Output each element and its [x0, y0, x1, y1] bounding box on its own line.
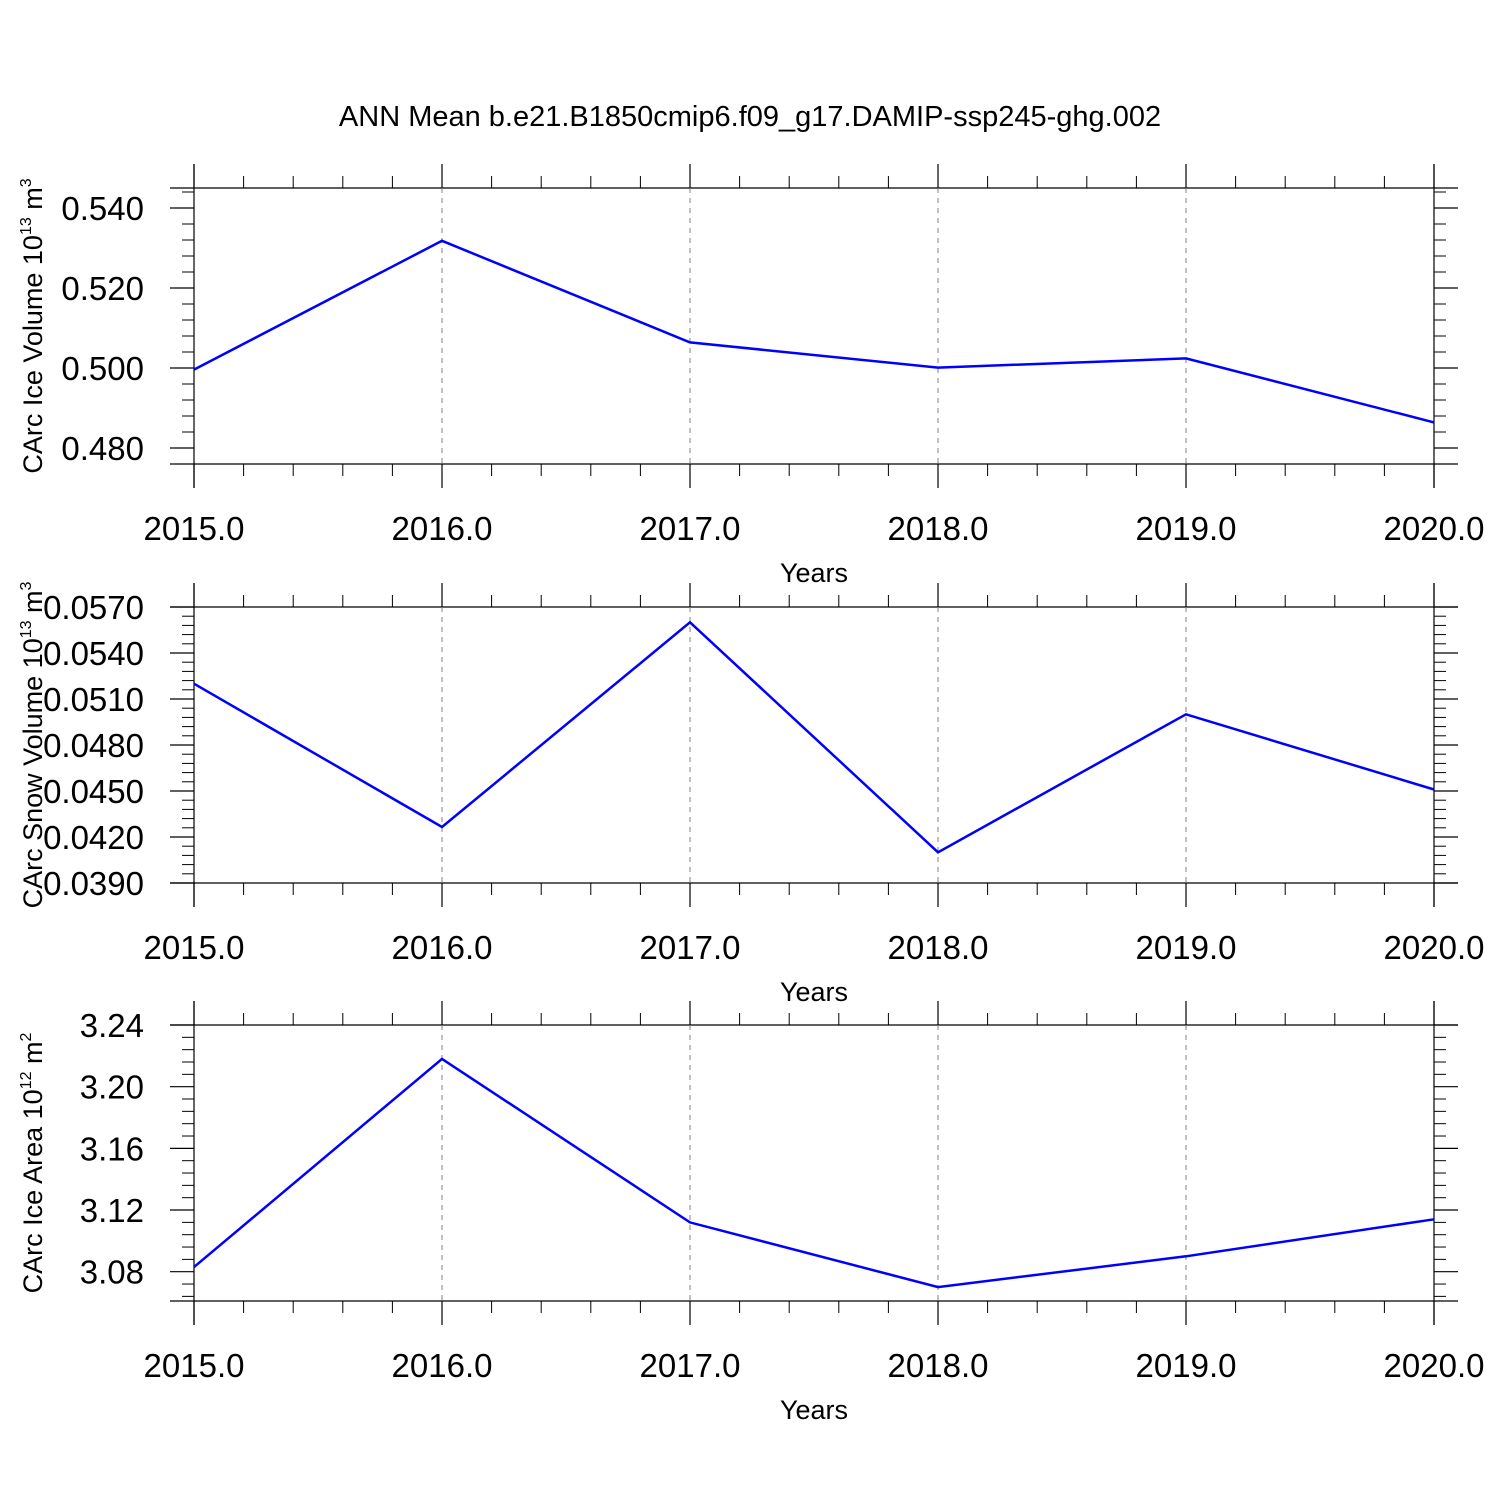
y-tick-label: 0.0420	[43, 819, 144, 856]
chart-panel-3: 3.08 3.12 3.16 3.20 3.24 2015.0 2016.0 2017.0 20…	[18, 1001, 1484, 1425]
y-axis-label-text: CArc Ice Area 10	[18, 1089, 48, 1293]
x-tick-label: 2016.0	[392, 929, 493, 966]
x-tick-label: 2017.0	[640, 510, 741, 547]
series-line	[193, 1057, 1435, 1289]
x-tick-label: 2018.0	[888, 929, 989, 966]
x-tick-label: 2020.0	[1384, 510, 1485, 547]
y-tick-label: 0.0450	[43, 773, 144, 810]
x-tick-label: 2019.0	[1136, 1347, 1237, 1384]
x-tick-label: 2016.0	[392, 510, 493, 547]
chart-panel-1: 0.480 0.500 0.520 0.540 2015.0 2016.0 2017.0 20…	[18, 164, 1484, 588]
series-line	[193, 239, 1435, 424]
y-axis-label: CArc Ice Volume 1013 m3	[18, 178, 48, 473]
x-tick-label: 2015.0	[144, 929, 245, 966]
y-axis-label-unit-exponent: 3	[18, 178, 35, 187]
y-tick-label: 0.0390	[43, 865, 144, 902]
y-axis-label-unit-exponent: 2	[18, 1033, 35, 1042]
y-tick-label: 3.12	[80, 1192, 144, 1229]
y-tick-label: 0.480	[61, 430, 144, 467]
x-tick-label: 2019.0	[1136, 510, 1237, 547]
y-tick-label: 0.540	[61, 190, 144, 227]
y-axis-label-text: CArc Snow Volume 10	[18, 638, 48, 908]
x-tick-label: 2019.0	[1136, 929, 1237, 966]
y-axis-label-text: CArc Ice Volume 10	[18, 235, 48, 474]
y-axis-label-exponent: 12	[18, 1071, 35, 1089]
y-axis-label-unit: m	[18, 187, 48, 217]
x-tick-label: 2020.0	[1384, 1347, 1485, 1384]
y-axis-label-unit: m	[18, 1042, 48, 1072]
y-tick-label: 3.24	[80, 1007, 144, 1044]
y-tick-label: 3.20	[80, 1069, 144, 1106]
y-tick-label: 0.0480	[43, 727, 144, 764]
x-axis-label: Years	[780, 977, 848, 1007]
y-tick-label: 0.500	[61, 350, 144, 387]
x-tick-label: 2015.0	[144, 510, 245, 547]
y-tick-label: 3.16	[80, 1130, 144, 1167]
x-axis-label: Years	[780, 558, 848, 588]
x-axis-label: Years	[780, 1395, 848, 1425]
x-tick-label: 2018.0	[888, 1347, 989, 1384]
x-tick-label: 2018.0	[888, 510, 989, 547]
y-axis-label-exponent: 13	[18, 620, 35, 638]
y-tick-label: 3.08	[80, 1254, 144, 1291]
x-tick-label: 2016.0	[392, 1347, 493, 1384]
chart-panel-2: 0.0390 0.0420 0.0450 0.0480 0.0510 0.0540 0.05…	[18, 581, 1484, 1007]
x-tick-label: 2017.0	[640, 929, 741, 966]
y-tick-label: 0.0570	[43, 589, 144, 626]
y-tick-label: 0.520	[61, 270, 144, 307]
x-tick-label: 2020.0	[1384, 929, 1485, 966]
series-line	[193, 620, 1435, 854]
x-tick-label: 2017.0	[640, 1347, 741, 1384]
figure-title: ANN Mean b.e21.B1850cmip6.f09_g17.DAMIP-…	[339, 101, 1161, 133]
y-tick-label: 0.0540	[43, 635, 144, 672]
y-axis-label-unit-exponent: 3	[18, 581, 35, 590]
y-axis-label: CArc Ice Area 1012 m2	[18, 1033, 48, 1294]
y-axis-label: CArc Snow Volume 1013 m3	[18, 581, 48, 908]
y-axis-label-exponent: 13	[18, 217, 35, 235]
x-tick-label: 2015.0	[144, 1347, 245, 1384]
y-tick-label: 0.0510	[43, 681, 144, 718]
y-axis-label-unit: m	[18, 590, 48, 620]
